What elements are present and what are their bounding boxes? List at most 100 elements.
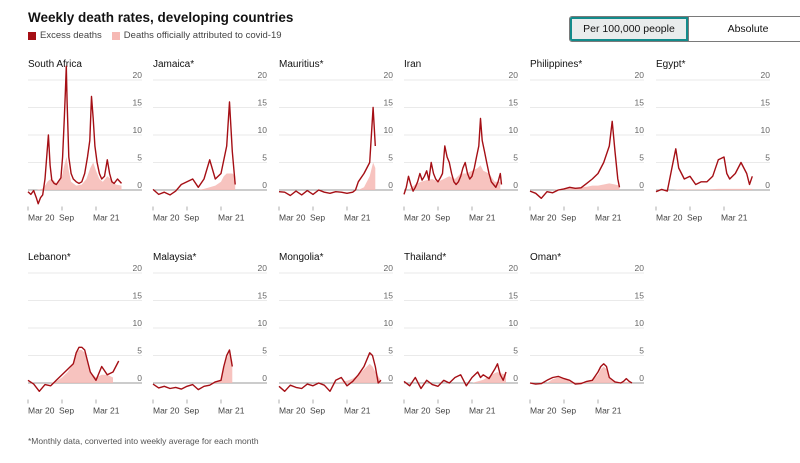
y-tick-label: 20 [133, 263, 143, 273]
excess-deaths-line [278, 352, 382, 392]
y-tick-label: 0 [639, 180, 644, 190]
panel-title: Jamaica* [153, 59, 194, 70]
excess-deaths-line [529, 363, 633, 385]
x-tick-label: Sep [561, 213, 576, 223]
y-tick-label: 5 [639, 153, 644, 163]
x-tick-label: Mar 20 [530, 213, 557, 223]
panel-title: Mauritius* [279, 59, 324, 70]
y-tick-label: 15 [509, 291, 519, 301]
y-tick-label: 10 [258, 318, 268, 328]
panel: Egypt* 0 5 10 15 20 Mar 20 Sep Mar 21 [655, 59, 771, 223]
panel-title: Oman* [530, 252, 561, 263]
x-tick-label: Mar 21 [469, 213, 496, 223]
x-tick-label: Sep [310, 406, 325, 416]
panel-title: Iran [404, 59, 421, 70]
panel: Mongolia* 0 5 10 15 20 Mar 20 Sep Mar 21 [278, 252, 394, 416]
x-tick-label: Mar 21 [218, 213, 245, 223]
per-100k-button[interactable]: Per 100,000 people [570, 17, 688, 41]
x-tick-label: Mar 21 [218, 406, 245, 416]
y-tick-label: 0 [639, 373, 644, 383]
x-tick-label: Sep [561, 406, 576, 416]
y-tick-label: 10 [509, 318, 519, 328]
y-tick-label: 0 [388, 180, 393, 190]
x-tick-label: Mar 20 [279, 213, 306, 223]
panel: Thailand* 0 5 10 15 20 Mar 20 Sep Mar 21 [403, 252, 519, 416]
y-tick-label: 5 [513, 153, 518, 163]
legend-label-excess: Excess deaths [40, 30, 102, 41]
x-tick-label: Mar 20 [404, 213, 431, 223]
y-tick-label: 15 [635, 98, 645, 108]
footnote: *Monthly data, converted into weekly ave… [28, 436, 259, 446]
x-tick-label: Mar 20 [530, 406, 557, 416]
panel: Malaysia* 0 5 10 15 20 Mar 20 Sep Mar 21 [152, 252, 268, 416]
panel: Jamaica* 0 5 10 15 20 Mar 20 Sep Mar 21 [152, 59, 267, 223]
panel-title: Mongolia* [279, 252, 324, 263]
x-tick-label: Mar 20 [656, 213, 683, 223]
x-tick-label: Sep [59, 213, 74, 223]
x-tick-label: Mar 21 [93, 213, 120, 223]
x-tick-label: Mar 20 [28, 213, 55, 223]
x-tick-label: Mar 20 [404, 406, 431, 416]
official-deaths-area [36, 157, 122, 190]
x-tick-label: Sep [435, 213, 450, 223]
excess-deaths-line [152, 349, 233, 391]
panel-title: South Africa [28, 59, 82, 70]
official-deaths-area [209, 352, 233, 383]
y-tick-label: 10 [384, 125, 394, 135]
y-tick-label: 15 [761, 98, 771, 108]
y-tick-label: 20 [384, 70, 394, 80]
x-tick-label: Sep [184, 213, 199, 223]
x-tick-label: Mar 20 [28, 406, 55, 416]
panel-title: Egypt* [656, 59, 686, 70]
excess-deaths-line [403, 363, 507, 390]
y-tick-label: 20 [133, 70, 143, 80]
y-tick-label: 5 [388, 153, 393, 163]
y-tick-label: 15 [635, 291, 645, 301]
y-tick-label: 20 [509, 263, 519, 273]
official-deaths-area [335, 363, 381, 383]
excess-deaths-line [655, 148, 753, 193]
y-tick-label: 0 [137, 180, 142, 190]
y-tick-label: 15 [133, 98, 143, 108]
y-tick-label: 5 [765, 153, 770, 163]
y-tick-label: 0 [262, 180, 267, 190]
y-tick-label: 10 [635, 125, 645, 135]
panel: Philippines* 0 5 10 15 20 Mar 20 Sep Mar 21 [529, 59, 645, 223]
y-tick-label: 5 [639, 346, 644, 356]
panel: Iran 0 5 10 15 20 Mar 20 Sep Mar 21 [403, 59, 519, 223]
x-tick-label: Mar 21 [721, 213, 748, 223]
y-tick-label: 5 [513, 346, 518, 356]
x-tick-label: Mar 21 [344, 406, 371, 416]
legend-label-official: Deaths officially attributed to covid-19 [123, 30, 282, 41]
y-tick-label: 20 [509, 70, 519, 80]
x-tick-label: Mar 20 [279, 406, 306, 416]
x-tick-label: Mar 20 [153, 406, 180, 416]
y-tick-label: 10 [384, 318, 394, 328]
absolute-button[interactable]: Absolute [688, 17, 800, 41]
excess-deaths-line [529, 120, 621, 199]
y-tick-label: 20 [258, 263, 268, 273]
x-tick-label: Sep [435, 406, 450, 416]
y-tick-label: 0 [513, 180, 518, 190]
x-tick-label: Mar 21 [595, 406, 622, 416]
excess-deaths-line [27, 65, 123, 205]
y-tick-label: 0 [388, 373, 393, 383]
legend-item-official: Deaths officially attributed to covid-19 [111, 30, 282, 41]
y-tick-label: 15 [384, 98, 394, 108]
y-tick-label: 0 [137, 373, 142, 383]
y-tick-label: 15 [509, 98, 519, 108]
official-deaths-area [409, 165, 501, 190]
y-tick-label: 15 [133, 291, 143, 301]
legend-item-excess: Excess deaths [28, 30, 102, 41]
panel: Lebanon* 0 5 10 15 20 Mar 20 Sep Mar 21 [27, 252, 143, 416]
x-tick-label: Sep [59, 406, 74, 416]
x-tick-label: Mar 21 [469, 406, 496, 416]
y-tick-label: 0 [262, 373, 267, 383]
y-tick-label: 10 [635, 318, 645, 328]
x-tick-label: Mar 20 [153, 213, 180, 223]
official-deaths-area [552, 183, 620, 190]
excess-deaths-line [278, 106, 376, 197]
excess-deaths-line [152, 101, 236, 196]
official-deaths-area [673, 188, 753, 190]
